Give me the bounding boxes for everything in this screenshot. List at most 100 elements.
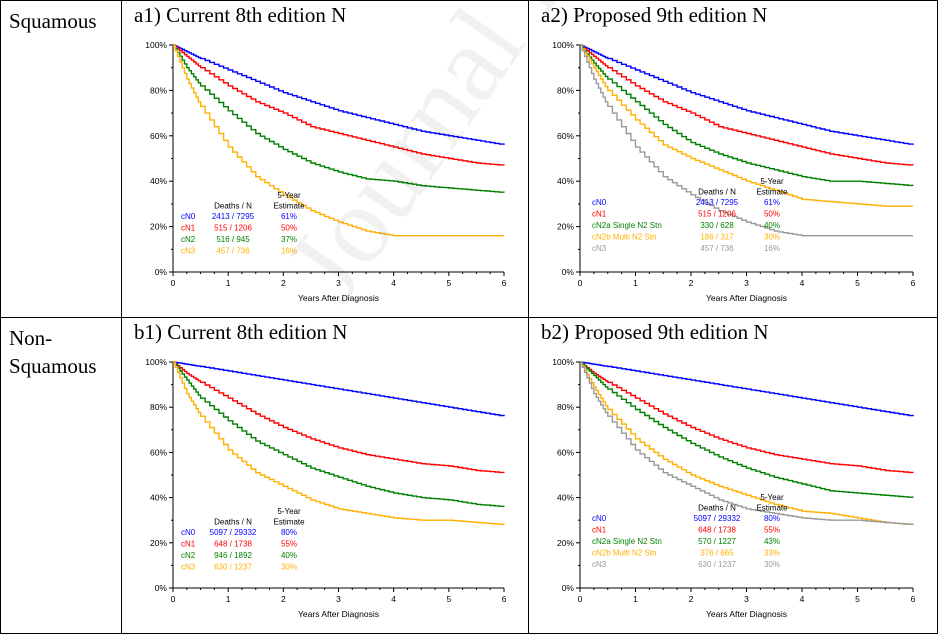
series-line-cn2 [173,361,505,507]
chart-svg: 0% 20% 40% 60% 80% 100% 0 1 2 3 4 5 6 Years After Dia… [145,40,506,303]
row-label-non-squamous-line2: Squamous [9,354,97,378]
legend-series-estimate: 16% [764,244,780,253]
series-line-cn1 [173,44,505,166]
y-tick-label: 40% [150,176,167,186]
legend-series-estimate: 55% [764,526,780,535]
x-axis-label: Years After Diagnosis [298,293,379,303]
legend-series-estimate: 50% [764,210,780,219]
legend-series-name: cN1 [592,210,607,219]
y-tick-label: 100% [145,40,167,50]
series-line-cn2 [173,44,505,193]
legend-series-deaths: 5097 / 29332 [694,514,741,523]
legend-series-estimate: 30% [764,560,780,569]
x-tick-label: 3 [744,594,749,604]
legend-series-deaths: 186 / 317 [700,233,734,242]
legend-series-estimate: 61% [281,212,297,221]
chart-title: b2) Proposed 9th edition N [541,320,769,344]
legend-series-name: cN2b Multi N2 Stn [592,233,656,242]
x-tick-label: 3 [336,594,341,604]
x-tick-label: 4 [391,278,396,288]
chart-svg: 0% 20% 40% 60% 80% 100% 0 1 2 3 4 5 6 Years After Dia… [552,357,915,619]
x-tick-label: 3 [336,278,341,288]
legend-series-name: cN0 [592,198,607,207]
legend-header-estimate-2: Estimate [756,188,788,197]
panel-b1: b1) Current 8th edition N 0% 20% 40% 60% 80% 1… [121,317,529,634]
legend-series-estimate: 16% [281,247,297,256]
x-tick-label: 2 [281,594,286,604]
x-tick-label: 1 [226,594,231,604]
y-tick-label: 0% [155,583,168,593]
chart-title: b1) Current 8th edition N [134,320,348,344]
legend-series-deaths: 946 / 1892 [214,551,252,560]
legend-series-deaths: 515 / 1206 [698,210,736,219]
legend-series-deaths: 2413 / 7295 [212,212,255,221]
x-tick-label: 2 [281,278,286,288]
chart-title: a2) Proposed 9th edition N [541,3,768,27]
x-tick-label: 6 [911,278,916,288]
y-tick-label: 20% [150,222,167,232]
legend-series-deaths: 5097 / 29332 [210,528,257,537]
legend-series-deaths: 648 / 1738 [698,526,736,535]
panel-b2: b2) Proposed 9th edition N 0% 20% 40% 60% 80%… [528,317,938,634]
legend-series-estimate: 40% [281,551,297,560]
series-line-cn3 [173,361,505,525]
legend-header-estimate-1: 5-Year [277,507,301,516]
y-tick-label: 80% [557,85,574,95]
legend-header-estimate-2: Estimate [756,504,788,513]
y-tick-label: 40% [557,176,574,186]
series-line-cn0 [580,44,914,145]
legend-header-estimate-1: 5-Year [760,177,784,186]
legend-series-name: cN1 [181,540,196,549]
legend-header-estimate-2: Estimate [273,518,305,527]
legend-series-estimate: 80% [281,528,297,537]
series-line-cn2a-single-n2-stn [580,361,914,498]
legend-series-estimate: 40% [764,221,780,230]
y-tick-label: 100% [145,357,167,367]
legend-series-deaths: 2413 / 7295 [696,198,739,207]
x-tick-label: 0 [578,278,583,288]
x-tick-label: 5 [855,594,860,604]
legend-series-estimate: 43% [764,537,780,546]
legend-series-estimate: 55% [281,540,297,549]
x-tick-label: 3 [744,278,749,288]
legend-series-deaths: 515 / 1206 [214,224,252,233]
x-tick-label: 4 [800,278,805,288]
x-tick-label: 2 [689,594,694,604]
legend-series-deaths: 516 / 945 [216,235,250,244]
series-line-cn3 [580,361,914,525]
x-tick-label: 5 [855,278,860,288]
panel-a1: a1) Current 8th edition N 0% 20% 40% 60% 80% 1… [121,0,529,318]
x-tick-label: 0 [171,278,176,288]
legend-series-deaths: 330 / 628 [700,221,734,230]
legend-series-deaths: 570 / 1227 [698,537,736,546]
y-tick-label: 80% [150,85,167,95]
y-tick-label: 60% [557,131,574,141]
row-label-squamous-cell: Squamous [0,0,122,318]
legend-series-name: cN1 [181,224,196,233]
legend-header-deaths: Deaths / N [214,202,252,211]
y-tick-label: 0% [155,267,168,277]
legend-series-estimate: 30% [281,563,297,572]
legend-series-estimate: 80% [764,514,780,523]
series-line-cn1 [580,44,914,166]
series-line-cn0 [173,44,505,145]
y-tick-label: 20% [557,222,574,232]
panel-a2: a2) Proposed 9th edition N 0% 20% 40% 60% 80%… [528,0,938,318]
legend-header-estimate-1: 5-Year [760,493,784,502]
series-line-cn1 [173,361,505,474]
legend-series-name: cN3 [181,247,196,256]
legend-series-estimate: 61% [764,198,780,207]
legend-series-deaths: 630 / 1237 [214,563,252,572]
legend-series-name: cN2a Single N2 Stn [592,221,662,230]
series-line-cn3 [580,44,913,237]
y-tick-label: 60% [150,131,167,141]
y-tick-label: 80% [150,402,167,412]
legend-series-estimate: 50% [281,224,297,233]
legend-series-name: cN0 [181,528,196,537]
legend-series-name: cN3 [592,244,607,253]
x-axis-label: Years After Diagnosis [706,293,787,303]
series-line-cn0 [173,361,505,417]
legend-header-estimate-1: 5-Year [277,191,301,200]
y-tick-label: 0% [562,267,575,277]
